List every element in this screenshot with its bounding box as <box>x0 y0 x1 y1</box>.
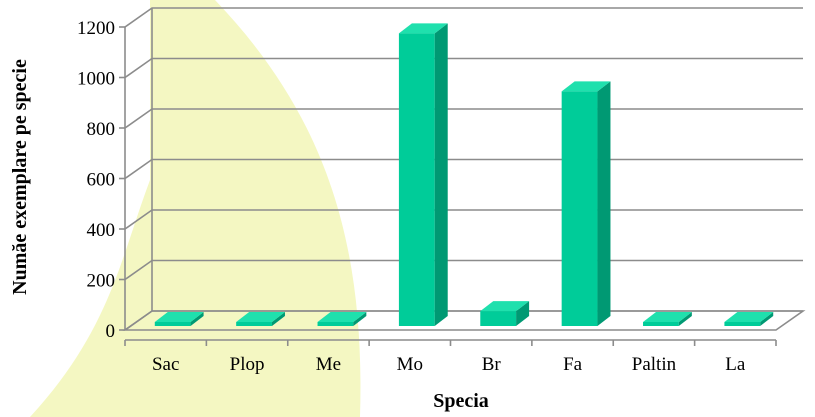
bar-top-face <box>398 23 448 34</box>
background-watermark-swoosh <box>30 0 361 417</box>
x-tick-label: Me <box>316 354 341 375</box>
bar-front-face <box>643 322 679 326</box>
bar-front-face <box>398 33 435 326</box>
bar-fa <box>561 81 611 326</box>
bar-front-face <box>561 91 598 326</box>
y-tick-label: 0 <box>106 321 116 342</box>
bar-top-face <box>724 312 774 322</box>
x-tick-label: Mo <box>397 354 423 375</box>
y-tick-label: 800 <box>87 119 116 140</box>
bar-front-face <box>317 322 354 326</box>
bar-front-face <box>236 322 272 326</box>
bar-me <box>317 312 367 326</box>
x-tick-label: Plop <box>230 354 265 375</box>
bar-top-face <box>480 301 530 312</box>
bar-front-face <box>480 311 517 326</box>
y-axis-title: Număe exemplare pe specie <box>9 59 31 295</box>
y-tick-label: 600 <box>87 170 116 191</box>
bar-paltin <box>643 312 692 326</box>
bar-front-face <box>154 322 191 326</box>
x-tick-label: Fa <box>563 354 583 375</box>
y-tick-label: 1200 <box>77 18 115 39</box>
y-tick-label: 1000 <box>77 69 115 90</box>
bar-front-face <box>724 322 761 326</box>
bar-plop <box>236 312 285 326</box>
bars <box>154 23 774 326</box>
bar-la <box>724 312 774 326</box>
axes <box>119 8 806 346</box>
bar-side-face <box>597 81 611 326</box>
bar-sac <box>154 312 204 326</box>
x-tick-label: Sac <box>152 354 179 375</box>
bar-top-face <box>643 312 692 322</box>
bar-side-face <box>190 312 204 326</box>
bar-top-face <box>317 312 367 322</box>
bar-mo <box>398 23 448 326</box>
bar-side-face <box>434 23 448 326</box>
bar-side-face <box>516 301 530 326</box>
x-tick-label: Paltin <box>632 354 677 375</box>
bar-top-face <box>154 312 204 322</box>
x-tick-label: La <box>725 354 746 375</box>
bar-top-face <box>561 81 611 92</box>
bar-side-face <box>271 312 285 326</box>
bar-side-face <box>760 312 774 326</box>
y-tick-label: 400 <box>87 220 116 241</box>
tick-labels: 0 200 400 600 800 1000 1200 Sac Plop Me Mo Br Fa Palt… <box>77 18 746 375</box>
chart-floor <box>122 310 806 331</box>
bar-side-face <box>678 312 692 326</box>
bar-side-face <box>353 312 367 326</box>
bar-br <box>480 301 530 326</box>
x-tick-label: Br <box>482 354 502 375</box>
bar-top-face <box>236 312 285 322</box>
x-axis-title: Specia <box>433 390 489 412</box>
y-tick-label: 200 <box>87 271 116 292</box>
